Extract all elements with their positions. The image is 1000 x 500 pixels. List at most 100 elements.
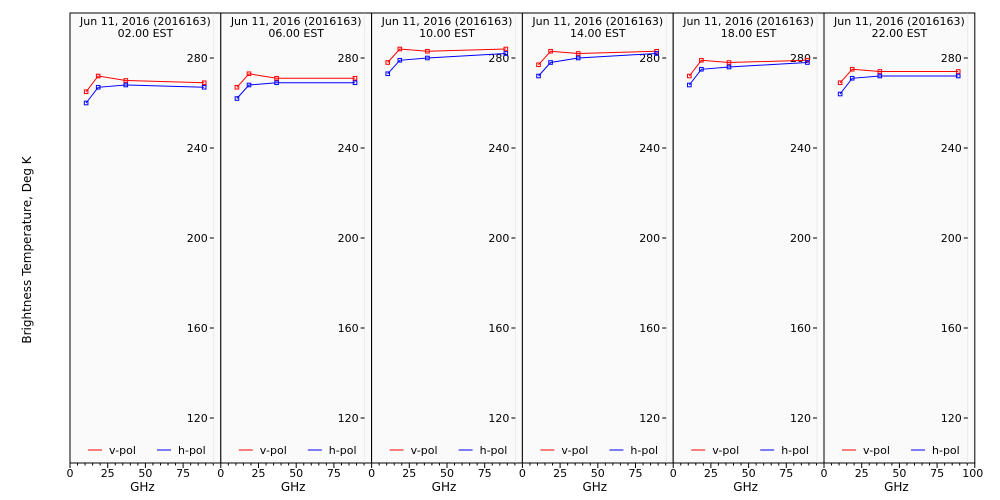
legend-label-v-pol: v-pol	[260, 444, 287, 457]
data-point-v-pol	[837, 80, 843, 86]
data-point-h-pol	[955, 73, 961, 79]
panel-title: Jun 11, 2016 (2016163)	[833, 15, 965, 28]
x-tick-label: 75	[930, 467, 944, 480]
panel-title: Jun 11, 2016 (2016163)	[230, 15, 362, 28]
y-tick-label: 240	[941, 142, 962, 155]
chart-panel-1: 120 160 200 240 280 0 25 50 75 GHz Jun 11, 2016 (2…	[67, 12, 222, 494]
data-point-h-pol	[425, 55, 430, 61]
legend-label-h-pol: h-pol	[329, 444, 357, 457]
x-tick-label: 25	[704, 467, 718, 480]
y-tick-label: 120	[488, 412, 509, 425]
panel-subtitle: 18.00 EST	[721, 27, 777, 40]
panel-subtitle: 02.00 EST	[118, 27, 174, 40]
x-axis-label: GHz	[130, 480, 155, 494]
data-point-v-pol	[536, 62, 541, 68]
data-point-v-pol	[95, 73, 101, 79]
panel-title: Jun 11, 2016 (2016163)	[531, 15, 663, 28]
x-tick-label: 50	[591, 467, 605, 480]
data-point-h-pol	[726, 64, 732, 70]
data-point-v-pol	[877, 69, 883, 74]
x-axis-label: GHz	[281, 480, 306, 494]
panel-frame	[371, 12, 523, 464]
panel-frame	[69, 12, 222, 464]
data-point-v-pol	[201, 80, 207, 86]
data-point-v-pol	[397, 46, 403, 52]
x-tick-label: 50	[138, 467, 152, 480]
x-tick-label: 0	[519, 467, 526, 480]
data-point-h-pol	[699, 66, 704, 72]
series-line-v-pol	[387, 48, 506, 63]
y-tick-label: 120	[639, 412, 660, 425]
x-tick-label: 25	[252, 467, 266, 480]
data-point-v-pol	[575, 51, 581, 56]
series-line-v-pol	[538, 50, 657, 66]
data-point-h-pol	[837, 91, 843, 97]
y-tick-label: 160	[639, 322, 660, 335]
x-tick-label: 75	[478, 467, 492, 480]
data-point-h-pol	[95, 84, 101, 90]
x-tick-label: 25	[553, 467, 567, 480]
series-line-h-pol	[85, 84, 205, 104]
panel-frame	[672, 12, 825, 464]
data-point-h-pol	[877, 73, 883, 79]
x-axis-label: GHz	[432, 480, 457, 494]
legend-label-h-pol: h-pol	[480, 444, 508, 457]
x-tick-label: 0	[67, 467, 74, 480]
data-point-v-pol	[699, 57, 704, 63]
data-point-v-pol	[246, 71, 252, 77]
x-tick-label: 25	[855, 467, 869, 480]
panel-title: Jun 11, 2016 (2016163)	[682, 15, 814, 28]
panels-group: 120 160 200 240 280 0 25 50 75 GHz Jun 11, 2016 (2…	[67, 12, 983, 494]
y-tick-label: 240	[187, 142, 208, 155]
data-point-v-pol	[83, 89, 89, 95]
y-tick-label: 160	[790, 322, 811, 335]
data-point-h-pol	[575, 55, 581, 61]
x-tick-label: 0	[368, 467, 375, 480]
series-line-v-pol	[688, 59, 808, 77]
y-tick-label: 200	[187, 232, 208, 245]
x-tick-label: 50	[742, 467, 756, 480]
y-tick-label: 200	[488, 232, 509, 245]
chart-panel-6: 120 160 200 240 280 0 25 50 75 100 GHz Jun 11, 2016…	[821, 12, 983, 494]
legend-label-v-pol: v-pol	[863, 444, 890, 457]
series-line-v-pol	[839, 68, 959, 84]
panel-subtitle: 22.00 EST	[872, 27, 928, 40]
data-point-h-pol	[123, 82, 129, 88]
data-point-h-pol	[503, 51, 509, 56]
data-point-v-pol	[234, 84, 240, 90]
data-point-h-pol	[849, 75, 855, 81]
x-tick-label: 50	[289, 467, 303, 480]
y-tick-label: 280	[338, 52, 359, 65]
legend-label-h-pol: h-pol	[630, 444, 658, 457]
y-tick-label: 120	[790, 412, 811, 425]
x-tick-label: 25	[402, 467, 416, 480]
legend-label-h-pol: h-pol	[178, 444, 206, 457]
y-tick-label: 240	[790, 142, 811, 155]
data-point-v-pol	[687, 73, 692, 79]
x-tick-label: 50	[440, 467, 454, 480]
data-point-v-pol	[385, 60, 391, 65]
y-axis-label: Brightness Temperature, Deg K	[20, 155, 34, 343]
x-tick-label: 0	[670, 467, 677, 480]
y-tick-label: 200	[338, 232, 359, 245]
x-axis-label: GHz	[884, 480, 909, 494]
y-tick-label: 120	[338, 412, 359, 425]
y-tick-label: 280	[187, 52, 208, 65]
data-point-h-pol	[536, 73, 541, 79]
data-point-h-pol	[246, 82, 252, 88]
data-point-v-pol	[352, 75, 358, 81]
series-line-h-pol	[839, 75, 959, 95]
y-tick-label: 200	[639, 232, 660, 245]
data-point-v-pol	[425, 48, 430, 54]
y-tick-label: 160	[941, 322, 962, 335]
x-tick-label: 75	[176, 467, 190, 480]
y-tick-label: 200	[941, 232, 962, 245]
y-tick-label: 280	[941, 52, 962, 65]
data-point-h-pol	[234, 96, 240, 101]
panel-title: Jun 11, 2016 (2016163)	[79, 15, 211, 28]
y-tick-label: 160	[488, 322, 509, 335]
x-tick-label: 100	[962, 467, 983, 480]
